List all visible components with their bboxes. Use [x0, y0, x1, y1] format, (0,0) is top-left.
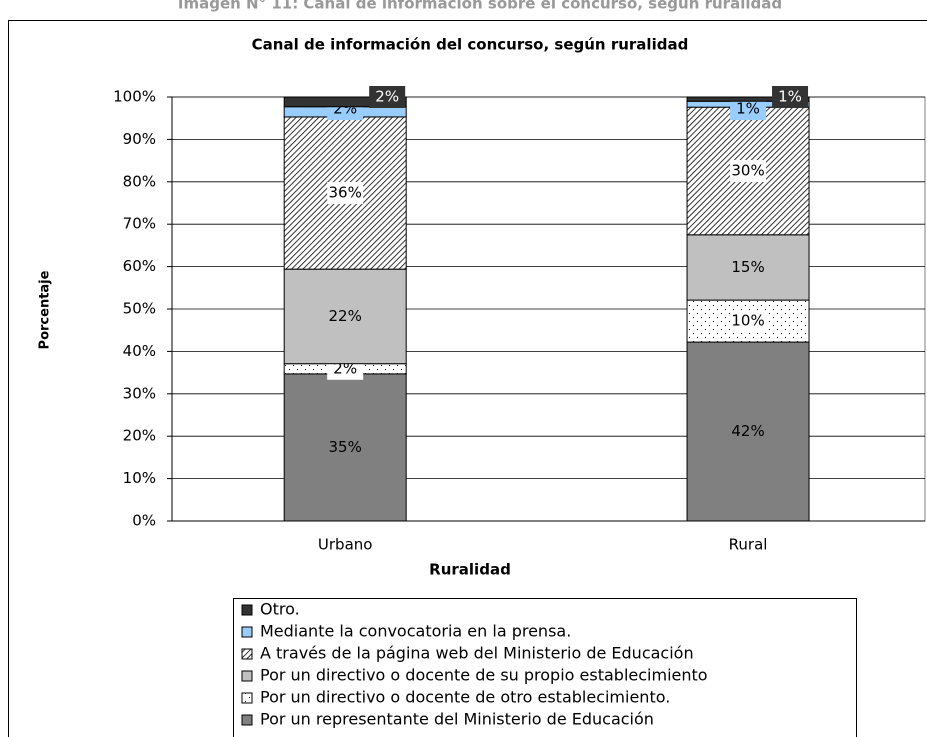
bar-segment — [686, 234, 810, 301]
legend-label: A través de la página web del Ministerio… — [260, 644, 694, 663]
y-tick-label: 100% — [113, 88, 156, 106]
value-label-box — [730, 159, 767, 182]
chart-title: Canal de información del concurso, según… — [252, 36, 689, 54]
value-label: 30% — [731, 161, 764, 179]
y-tick-label: 50% — [123, 300, 156, 318]
legend-label: Por un directivo o docente de su propio … — [260, 666, 708, 685]
value-label: 15% — [731, 258, 764, 276]
bar-segment — [686, 341, 810, 522]
value-label-box — [327, 182, 364, 205]
y-tick-label: 90% — [123, 130, 156, 148]
y-tick-label: 60% — [123, 257, 156, 275]
value-label-box — [730, 98, 767, 120]
legend-swatch — [241, 648, 253, 660]
y-tick-label: 30% — [123, 384, 156, 402]
bar-segment — [283, 96, 407, 108]
value-label: 2% — [375, 88, 399, 106]
bar-segment — [283, 268, 407, 365]
legend-label: Otro. — [260, 600, 300, 619]
y-tick-label: 40% — [123, 342, 156, 360]
value-label: 35% — [329, 438, 362, 456]
value-label: 1% — [736, 100, 760, 118]
value-label: 1% — [778, 88, 802, 106]
value-label: 10% — [731, 312, 764, 330]
caption: Imagen N° 11: Canal de información sobre… — [178, 0, 782, 13]
value-label-box — [730, 310, 767, 333]
value-label-box — [772, 86, 809, 108]
legend-swatch — [241, 692, 253, 704]
legend-swatch — [241, 626, 253, 638]
legend-label: Por un representante del Ministerio de E… — [260, 710, 654, 729]
legend-swatch — [241, 604, 253, 616]
legend-label: Mediante la convocatoria en la prensa. — [260, 622, 571, 641]
value-label: 42% — [731, 422, 764, 440]
y-tick-label: 10% — [123, 469, 156, 487]
y-tick-label: 20% — [123, 427, 156, 445]
legend-swatch — [241, 670, 253, 682]
bar-segment — [283, 373, 407, 522]
y-axis-label: Porcentaje — [38, 270, 53, 349]
bar-segment — [686, 96, 810, 102]
legend-label: Por un directivo o docente de otro estab… — [260, 688, 670, 707]
y-tick-label: 80% — [123, 172, 156, 190]
x-axis-label: Ruralidad — [429, 561, 511, 579]
y-tick-label: 70% — [123, 215, 156, 233]
frame — [8, 20, 927, 737]
value-label: 22% — [329, 307, 362, 325]
value-label: 36% — [329, 184, 362, 202]
legend — [233, 598, 857, 737]
value-label-box — [369, 86, 406, 108]
legend-swatch — [241, 714, 253, 726]
x-tick-label: Rural — [729, 536, 768, 554]
y-tick-label: 0% — [132, 512, 156, 530]
x-tick-label: Urbano — [318, 536, 373, 554]
